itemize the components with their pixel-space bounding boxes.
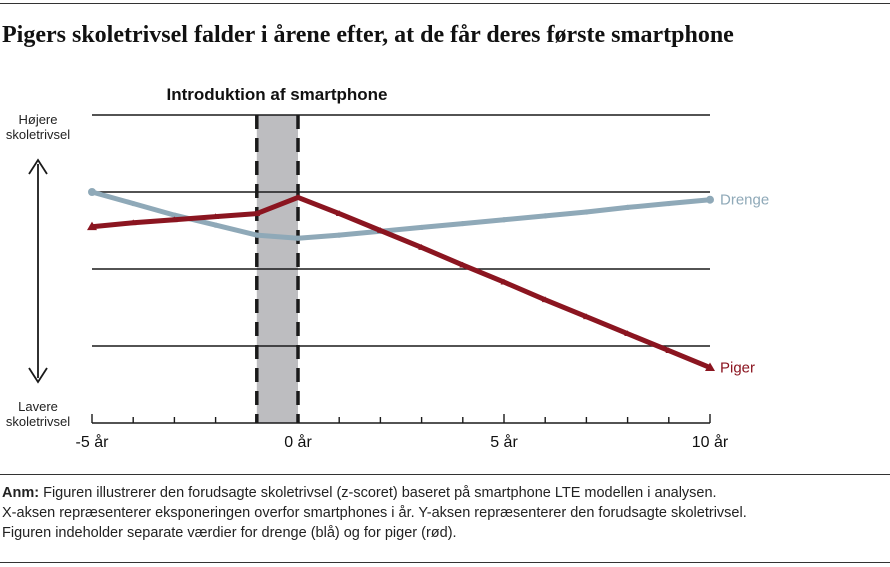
note-line-3: Figuren indeholder separate værdier for … [2,525,457,541]
y-arrow-head-up [28,158,48,175]
data-point-drenge [706,195,714,204]
data-point-piger [500,278,508,285]
data-point-piger [624,330,631,337]
data-point-piger [87,221,97,231]
line-chart: -5 år 0 år 5 år 10 år Introduktion af smartp… [6,85,769,451]
note-line-2: X-aksen repræsenterer eksponeringen over… [2,505,747,521]
data-point-piger [171,216,178,223]
series-label-drenge: Drenge [720,192,769,209]
chart-title: Pigers skoletrivsel falder i årene efter… [2,22,734,48]
data-point-drenge [295,235,301,241]
data-point-drenge [88,188,96,196]
y-arrow-head-down [28,367,48,384]
data-point-drenge [666,200,672,207]
x-tick-label: 0 år [284,433,312,451]
series-line-drenge [89,189,713,241]
data-point-piger [665,347,673,353]
x-tick-label: -5 år [76,433,110,451]
y-bottom-label-line1: Lavere [18,399,58,414]
chart-note: Anm: Figuren illustrerer den forudsagte … [2,483,888,543]
series-label-piger: Piger [720,360,755,377]
data-point-drenge [130,200,136,207]
data-point-drenge [419,224,425,231]
y-top-label-line2: skoletrivsel [6,127,70,142]
data-point-piger [583,313,590,320]
data-point-piger [541,296,549,303]
data-point-piger [212,213,219,220]
data-point-drenge [583,209,590,215]
data-point-drenge [501,217,507,223]
data-point-drenge [460,220,466,227]
data-point-drenge [213,222,219,228]
data-point-piger [129,219,137,226]
data-point-drenge [542,213,548,219]
data-point-piger [705,362,715,372]
bottom-rule [0,562,890,563]
note-separator [0,474,890,475]
series-line-piger [89,194,713,371]
introduction-annotation: Introduktion af smartphone [167,85,388,104]
note-text-1: Figuren illustrerer den forudsagte skole… [43,485,717,501]
data-point-drenge [254,232,260,238]
data-point-drenge [171,212,177,218]
x-tick-label: 10 år [692,433,729,451]
data-point-piger [253,210,261,216]
data-point-piger [377,227,384,233]
top-rule [0,3,890,4]
note-line-1: Anm: Figuren illustrerer den forudsagte … [2,483,888,503]
note-label: Anm: [2,485,40,501]
data-point-drenge [625,204,631,210]
x-tick-label: 5 år [490,433,518,451]
data-point-piger [459,261,467,268]
y-top-label-line1: Højere [18,112,57,127]
data-point-piger [294,193,302,200]
y-bottom-label-line2: skoletrivsel [6,414,70,429]
data-point-piger [335,210,343,216]
data-point-drenge [336,232,342,238]
data-point-piger [418,244,425,250]
